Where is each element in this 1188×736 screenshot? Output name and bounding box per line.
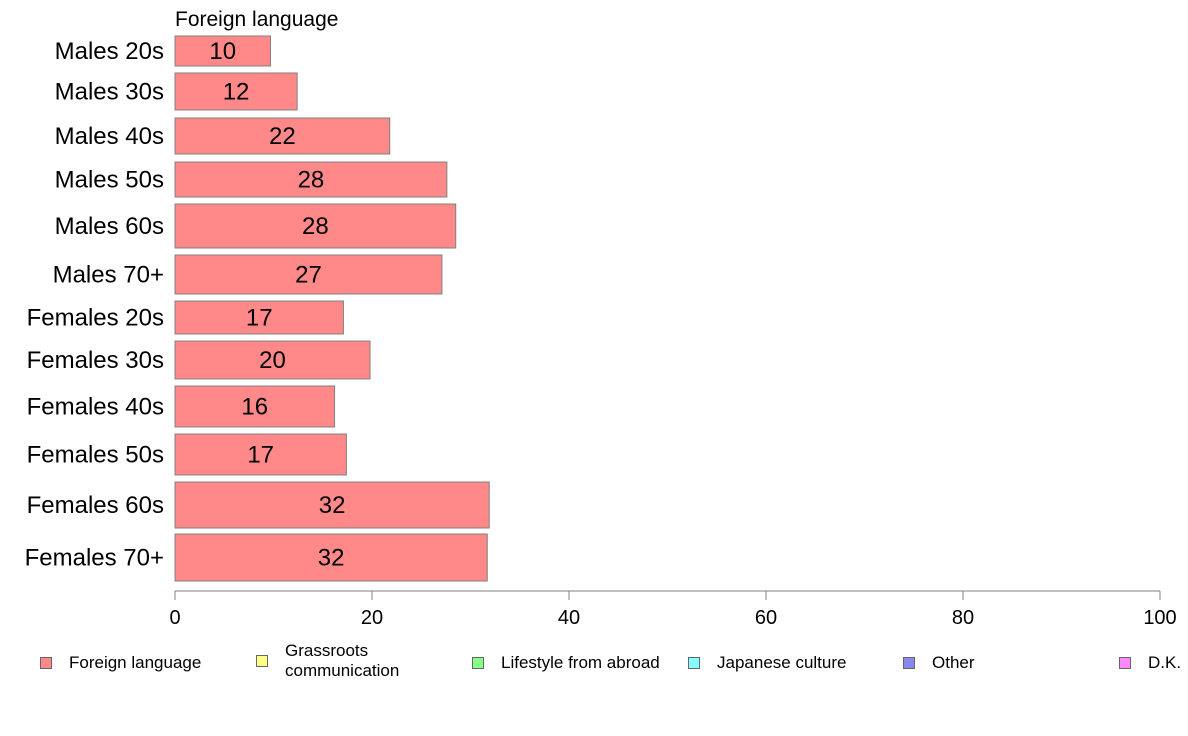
bar	[174, 340, 371, 380]
category-label: Females 70+	[25, 545, 164, 572]
chart-title: Foreign language	[175, 8, 338, 31]
x-axis: 0 20 40 60 80 100	[169, 590, 1177, 629]
bar-value-label: 17	[247, 442, 274, 469]
bar-value-label: 12	[223, 79, 250, 106]
bar-value-label: 16	[241, 394, 268, 421]
legend-item-lifestyle-from-abroad: Lifestyle from abroad	[472, 653, 660, 673]
bar	[174, 161, 448, 198]
bar	[174, 254, 443, 295]
x-tick-label: 0	[169, 607, 180, 629]
category-label: Females 20s	[27, 305, 164, 332]
category-label: Males 20s	[55, 38, 164, 65]
bar	[174, 481, 490, 529]
bar	[174, 433, 347, 476]
bar	[174, 72, 298, 111]
bar-value-label: 17	[246, 305, 273, 332]
category-label: Females 30s	[27, 347, 164, 374]
category-label: Females 40s	[27, 394, 164, 421]
legend-swatch	[256, 655, 268, 667]
legend-item-other: Other	[903, 653, 975, 673]
legend-label: Other	[932, 653, 975, 672]
legend-item-dk: D.K.	[1119, 653, 1181, 673]
bar	[174, 117, 391, 155]
bar	[174, 385, 336, 428]
x-tick-label: 80	[952, 607, 974, 629]
legend-swatch	[472, 657, 484, 669]
category-label: Males 50s	[55, 167, 164, 194]
bar-value-label: 28	[298, 167, 325, 194]
x-tick-label: 60	[755, 607, 777, 629]
bar-value-label: 28	[302, 213, 329, 240]
legend-swatch	[40, 657, 52, 669]
legend-label: D.K.	[1148, 653, 1182, 672]
category-label: Males 60s	[55, 213, 164, 240]
bar-value-label: 32	[318, 545, 345, 572]
legend-swatch	[1119, 657, 1131, 669]
bar-value-label: 10	[209, 38, 236, 65]
legend: Foreign language Grassroots communicatio…	[0, 640, 1188, 700]
category-labels: Males 20s Males 30s Males 40s Males 50s Male…	[25, 38, 164, 572]
bar-value-label: 20	[259, 347, 286, 374]
category-label: Females 60s	[27, 492, 164, 519]
legend-label: Grassroots communication	[285, 641, 400, 680]
category-label: Males 40s	[55, 123, 164, 150]
x-tick-label: 100	[1143, 607, 1176, 629]
bar-chart: Foreign language 10122228282717201617323…	[25, 8, 1177, 629]
legend-label: Lifestyle from abroad	[501, 653, 660, 672]
bar	[174, 300, 344, 335]
bar-value-label: 27	[295, 262, 322, 289]
legend-item-japanese-culture: Japanese culture	[688, 653, 846, 673]
legend-item-grassroots-communication: Grassroots communication	[256, 641, 425, 681]
bar-value-label: 32	[319, 492, 346, 519]
category-label: Males 30s	[55, 79, 164, 106]
legend-item-foreign-language: Foreign language	[40, 653, 201, 673]
x-tick-label: 20	[361, 607, 383, 629]
bar-value-label: 22	[269, 123, 296, 150]
legend-swatch	[903, 657, 915, 669]
legend-label: Japanese culture	[717, 653, 847, 672]
legend-label: Foreign language	[69, 653, 202, 672]
bar	[174, 35, 272, 67]
legend-swatch	[688, 657, 700, 669]
bar	[174, 203, 457, 249]
category-label: Females 50s	[27, 442, 164, 469]
bar	[174, 533, 488, 582]
x-tick-label: 40	[558, 607, 580, 629]
category-label: Males 70+	[53, 262, 164, 289]
